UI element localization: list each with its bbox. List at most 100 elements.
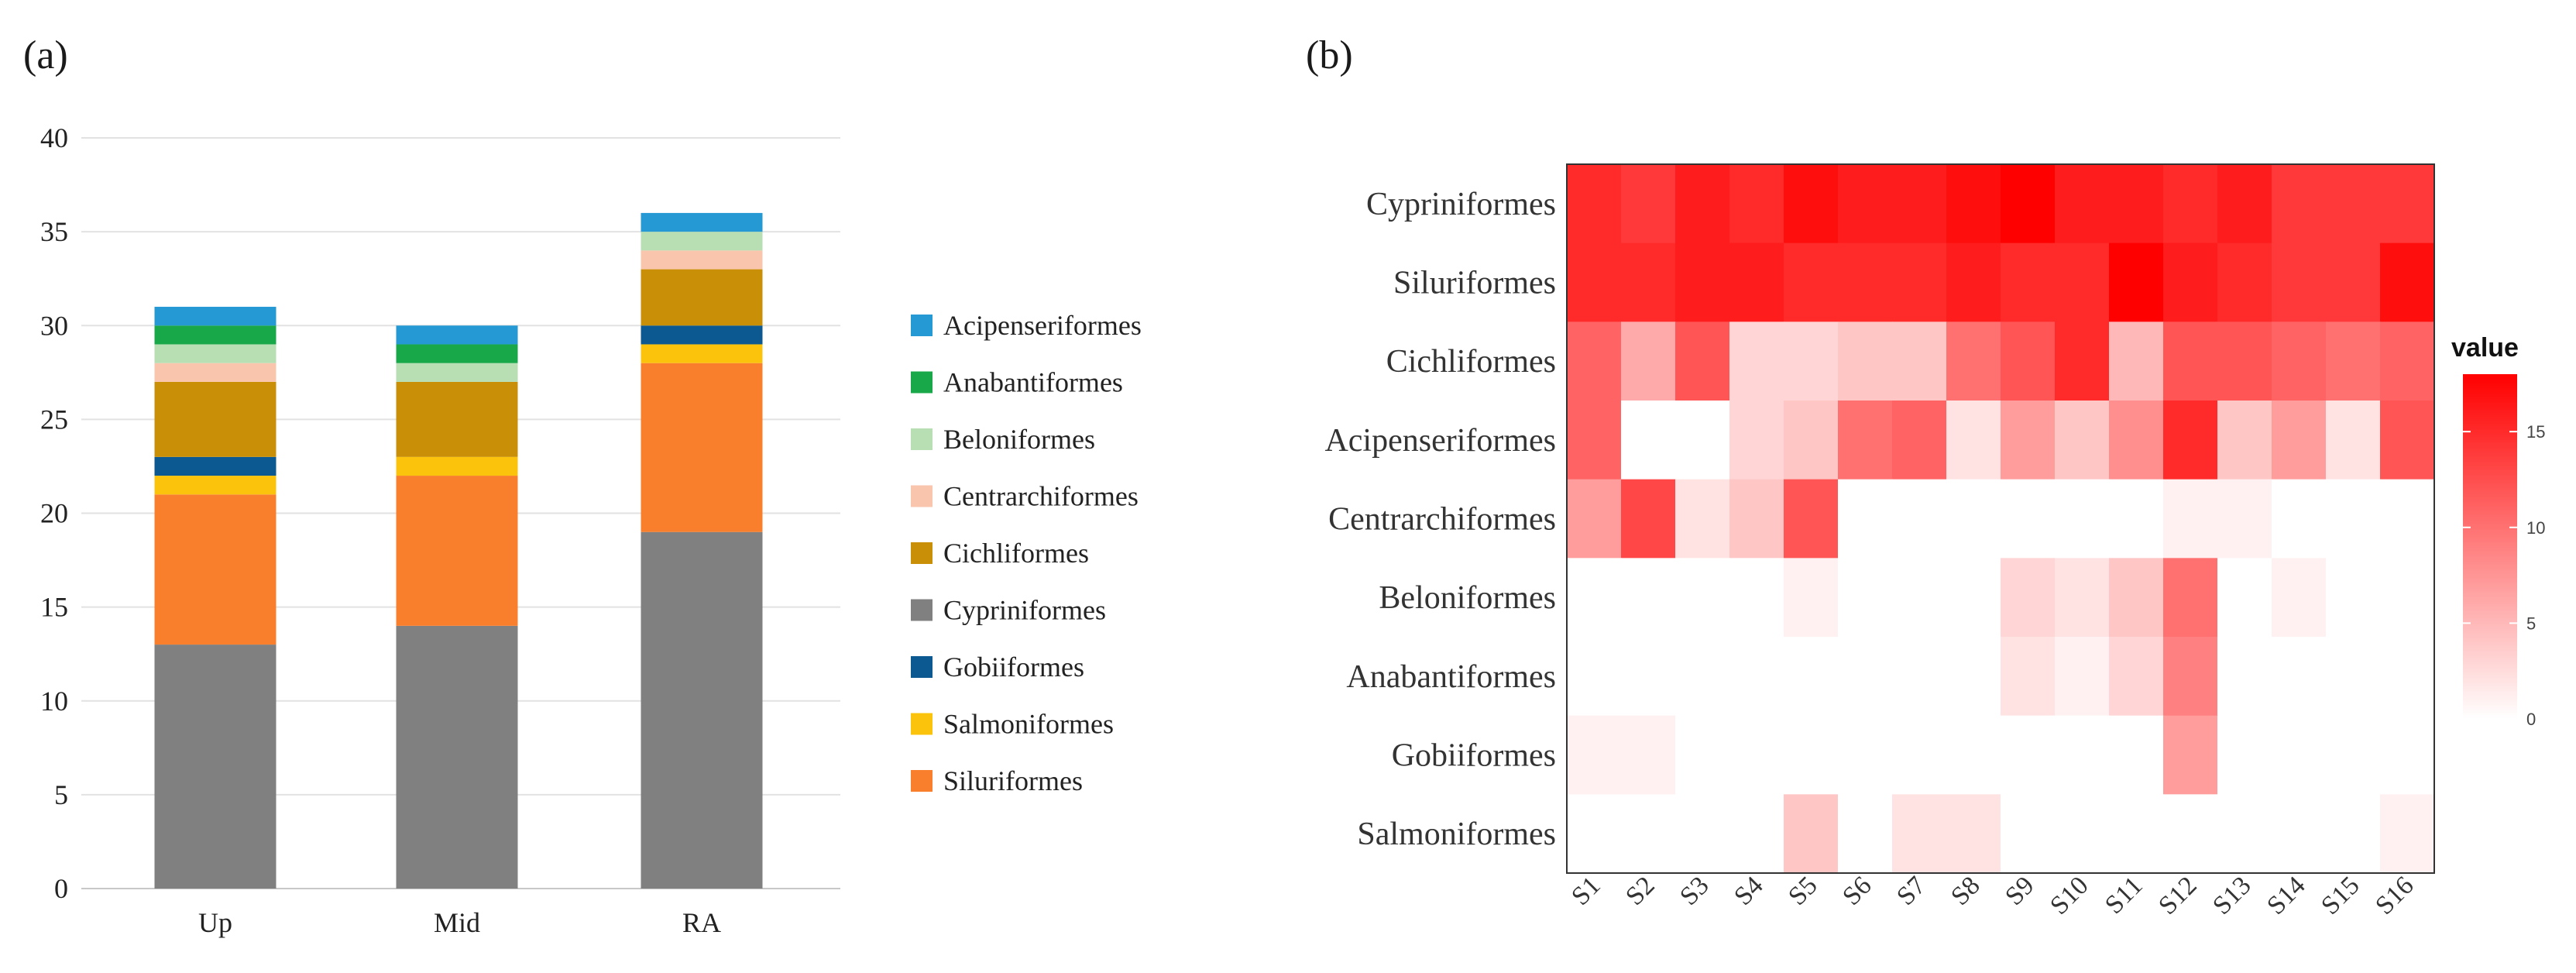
heatmap-col-label: S5 xyxy=(1783,871,1823,911)
heatmap-cell xyxy=(2163,558,2218,638)
heatmap-cell xyxy=(2163,321,2218,401)
bar-segment-siluriformes xyxy=(396,476,518,626)
heatmap-cell xyxy=(2326,164,2381,244)
heatmap-col-label: S8 xyxy=(1946,871,1986,911)
heatmap-col-label: S6 xyxy=(1837,871,1877,911)
heatmap-cell xyxy=(2055,242,2110,322)
heatmap-cell xyxy=(2001,558,2056,638)
heatmap-cell xyxy=(1838,479,1893,559)
heatmap-cell xyxy=(1784,558,1839,638)
heatmap-col-label: S1 xyxy=(1566,871,1606,911)
heatmap-cell xyxy=(1784,479,1839,559)
heatmap-cell xyxy=(1675,242,1730,322)
heatmap-cell xyxy=(1838,321,1893,401)
legend-label-salmoniformes: Salmoniformes xyxy=(943,709,1114,740)
heatmap-cell xyxy=(1621,479,1676,559)
heatmap-cell xyxy=(2109,401,2164,480)
heatmap-cell xyxy=(2326,321,2381,401)
heatmap-cell xyxy=(2217,242,2272,322)
heatmap-cell xyxy=(1892,479,1947,559)
legend-swatch-centrarchiformes xyxy=(911,485,933,507)
heatmap-cell xyxy=(1621,794,1676,874)
heatmap-cell xyxy=(1838,558,1893,638)
colorbar-title: value xyxy=(2451,333,2519,363)
heatmap-cell xyxy=(2109,479,2164,559)
heatmap-cell xyxy=(1675,401,1730,480)
colorbar-tick-label: 15 xyxy=(2526,422,2545,442)
heatmap-col-label: S16 xyxy=(2370,871,2420,920)
heatmap-cell xyxy=(1567,321,1622,401)
bar-segment-siluriformes xyxy=(154,494,276,645)
heatmap-cell xyxy=(1675,715,1730,795)
heatmap-cell xyxy=(2163,794,2218,874)
heatmap-cells xyxy=(1567,164,2435,874)
heatmap-cell xyxy=(2326,558,2381,638)
heatmap-cell xyxy=(2163,637,2218,717)
heatmap-cell xyxy=(2001,242,2056,322)
heatmap-row-label: Anabantiformes xyxy=(1346,659,1556,695)
bar-stacks xyxy=(154,212,763,889)
colorbar-gradient xyxy=(2463,374,2517,719)
heatmap-cell xyxy=(1567,242,1622,322)
heatmap-cell xyxy=(2326,479,2381,559)
heatmap-cell xyxy=(2109,715,2164,795)
heatmap-cell xyxy=(1946,321,2001,401)
bar-y-tick-label: 15 xyxy=(40,592,68,623)
heatmap-cell xyxy=(2326,401,2381,480)
heatmap-colorbar: value 0 5 10 15 xyxy=(2451,333,2545,729)
heatmap-cell xyxy=(2001,794,2056,874)
heatmap-cell xyxy=(2217,715,2272,795)
heatmap-cell xyxy=(2272,558,2327,638)
heatmap-col-label: S7 xyxy=(1891,871,1932,911)
legend-label-anabantiformes: Anabantiformes xyxy=(943,367,1123,398)
heatmap-cell xyxy=(1729,715,1784,795)
heatmap-cell xyxy=(1675,794,1730,874)
heatmap-cell xyxy=(2380,715,2435,795)
heatmap-col-label: S13 xyxy=(2207,871,2257,920)
heatmap-cell xyxy=(1675,321,1730,401)
heatmap-cell xyxy=(2109,321,2164,401)
heatmap-row-label: Acipenseriformes xyxy=(1324,423,1556,459)
heatmap-cell xyxy=(1838,715,1893,795)
bar-segment-cypriniformes xyxy=(641,531,763,889)
heatmap-cell xyxy=(1567,479,1622,559)
heatmap-cell xyxy=(2109,794,2164,874)
heatmap-cell xyxy=(2380,558,2435,638)
heatmap-cell xyxy=(2380,637,2435,717)
heatmap-cell xyxy=(1946,558,2001,638)
heatmap-cell xyxy=(2217,164,2272,244)
bar-segment-beloniformes xyxy=(396,363,518,382)
heatmap-cell xyxy=(2326,242,2381,322)
legend-label-beloniformes: Beloniformes xyxy=(943,424,1095,455)
heatmap-row-label: Cypriniformes xyxy=(1366,187,1556,222)
heatmap-cell xyxy=(1784,164,1839,244)
legend-label-centrarchiformes: Centrarchiformes xyxy=(943,481,1139,512)
heatmap-cell xyxy=(1784,321,1839,401)
bar-segment-beloniformes xyxy=(641,232,763,251)
heatmap-cell xyxy=(2109,558,2164,638)
heatmap-cell xyxy=(2272,401,2327,480)
heatmap-col-label: S2 xyxy=(1620,871,1661,911)
heatmap-cell xyxy=(2217,401,2272,480)
heatmap-cell xyxy=(2272,242,2327,322)
heatmap-cell xyxy=(2163,242,2218,322)
legend-swatch-anabantiformes xyxy=(911,371,933,394)
heatmap-cell xyxy=(1838,794,1893,874)
heatmap-cell xyxy=(1567,637,1622,717)
colorbar-tick-label: 5 xyxy=(2526,614,2536,633)
heatmap-cell xyxy=(1729,794,1784,874)
heatmap-row-label: Cichliformes xyxy=(1386,344,1556,380)
heatmap-cell xyxy=(2001,401,2056,480)
heatmap-chart: Cypriniformes Siluriformes Cichliformes Aci… xyxy=(1324,163,2545,920)
heatmap-cell xyxy=(1892,401,1947,480)
heatmap-cell xyxy=(2163,401,2218,480)
heatmap-cell xyxy=(1621,637,1676,717)
bar-segment-gobiiformes xyxy=(641,325,763,345)
heatmap-cell xyxy=(2055,715,2110,795)
heatmap-cell xyxy=(1946,164,2001,244)
heatmap-cell xyxy=(1892,321,1947,401)
heatmap-cell xyxy=(1729,479,1784,559)
heatmap-cell xyxy=(2055,637,2110,717)
heatmap-cell xyxy=(2272,637,2327,717)
heatmap-cell xyxy=(1946,401,2001,480)
